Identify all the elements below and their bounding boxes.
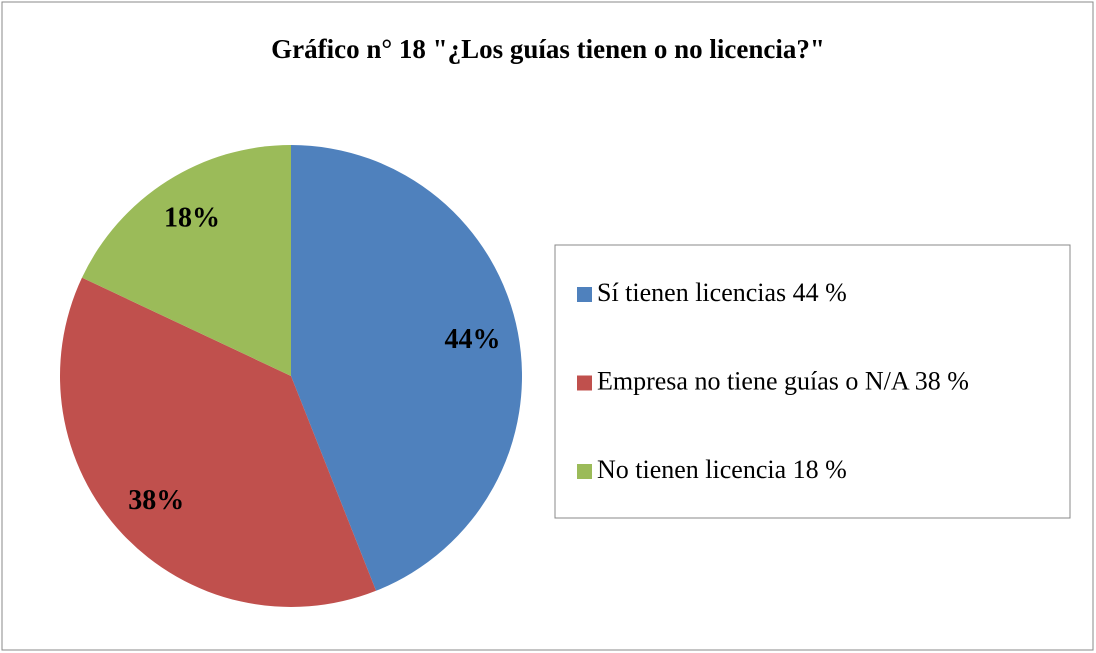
legend-label: Sí tienen licencias 44 %: [597, 278, 847, 307]
pie-slice: [291, 145, 523, 591]
legend-swatch: [577, 464, 592, 479]
legend-label: No tienen licencia 18 %: [597, 455, 847, 484]
chart-title: Gráfico n° 18 "¿Los guías tienen o no li…: [271, 34, 825, 64]
legend-swatch: [577, 375, 592, 391]
data-label: 18%: [164, 202, 220, 233]
pie-slice: [81, 145, 291, 376]
legend-box: [554, 244, 1071, 519]
pie-slice: [59, 277, 377, 608]
legend-label: Empresa no tiene guías o N/A 38 %: [597, 366, 969, 395]
data-label: 44%: [445, 324, 501, 355]
data-label: 38%: [128, 485, 184, 516]
legend-swatch: [577, 287, 592, 302]
